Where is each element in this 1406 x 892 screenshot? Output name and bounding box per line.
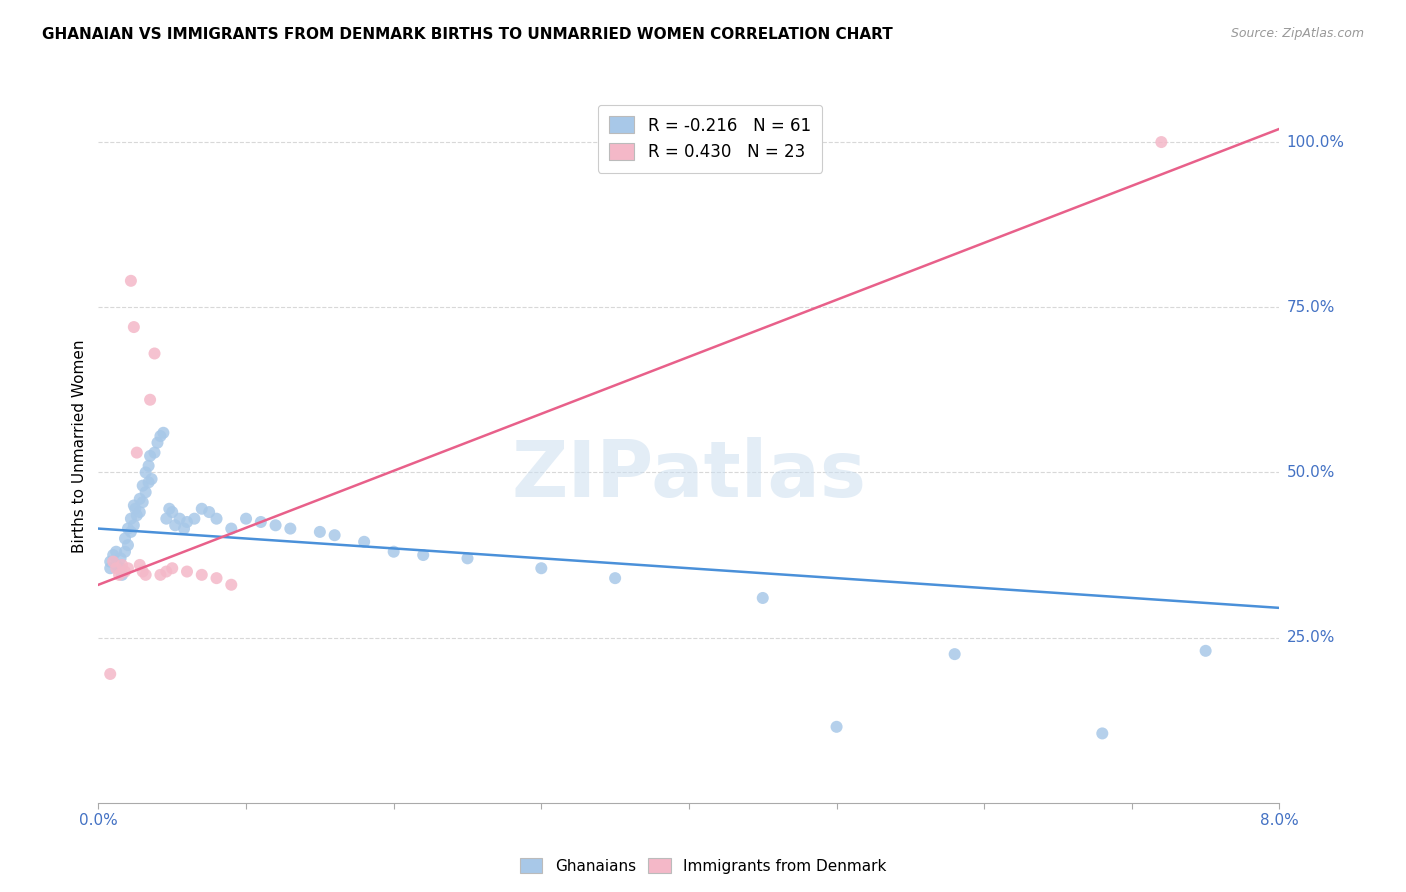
- Point: [132, 495, 155, 509]
- Point: [176, 565, 198, 579]
- Point: [114, 565, 136, 579]
- Point: [111, 567, 134, 582]
- Point: [98, 561, 121, 575]
- Point: [143, 346, 166, 360]
- Legend: Ghanaians, Immigrants from Denmark: Ghanaians, Immigrants from Denmark: [513, 852, 893, 880]
- Point: [139, 392, 162, 407]
- Point: [98, 555, 121, 569]
- Point: [105, 545, 128, 559]
- Point: [141, 472, 163, 486]
- Point: [323, 528, 346, 542]
- Point: [264, 518, 287, 533]
- Point: [250, 515, 273, 529]
- Point: [157, 501, 180, 516]
- Point: [114, 545, 136, 559]
- Point: [110, 551, 132, 566]
- Point: [135, 485, 157, 500]
- Text: 50.0%: 50.0%: [1286, 465, 1334, 480]
- Point: [219, 578, 242, 592]
- Point: [120, 274, 142, 288]
- Point: [105, 558, 128, 572]
- Point: [122, 518, 145, 533]
- Point: [117, 538, 139, 552]
- Point: [114, 532, 136, 546]
- Point: [191, 501, 214, 516]
- Text: ZIPatlas: ZIPatlas: [512, 436, 866, 513]
- Text: 100.0%: 100.0%: [1286, 135, 1344, 150]
- Point: [169, 511, 191, 525]
- Point: [103, 555, 124, 569]
- Text: 75.0%: 75.0%: [1286, 300, 1334, 315]
- Point: [105, 561, 128, 575]
- Point: [605, 571, 627, 585]
- Point: [155, 511, 177, 525]
- Point: [1150, 135, 1173, 149]
- Point: [173, 522, 195, 536]
- Point: [456, 551, 478, 566]
- Point: [111, 558, 134, 572]
- Point: [128, 491, 150, 506]
- Point: [132, 565, 155, 579]
- Point: [205, 571, 228, 585]
- Point: [135, 567, 157, 582]
- Point: [751, 591, 773, 605]
- Point: [176, 515, 198, 529]
- Point: [117, 522, 139, 536]
- Point: [117, 561, 139, 575]
- Point: [152, 425, 174, 440]
- Point: [825, 720, 848, 734]
- Y-axis label: Births to Unmarried Women: Births to Unmarried Women: [72, 339, 87, 553]
- Point: [382, 545, 405, 559]
- Point: [124, 501, 146, 516]
- Point: [139, 449, 162, 463]
- Point: [98, 667, 121, 681]
- Point: [183, 511, 205, 525]
- Point: [235, 511, 257, 525]
- Point: [1194, 644, 1216, 658]
- Point: [138, 475, 160, 490]
- Point: [308, 524, 332, 539]
- Point: [191, 567, 214, 582]
- Point: [412, 548, 434, 562]
- Point: [278, 522, 301, 536]
- Point: [146, 435, 169, 450]
- Point: [149, 567, 172, 582]
- Point: [165, 518, 187, 533]
- Point: [1091, 726, 1114, 740]
- Point: [120, 524, 142, 539]
- Point: [135, 466, 157, 480]
- Point: [128, 558, 150, 572]
- Point: [103, 548, 124, 562]
- Point: [120, 511, 142, 525]
- Point: [138, 458, 160, 473]
- Point: [162, 505, 183, 519]
- Point: [530, 561, 553, 575]
- Point: [155, 565, 177, 579]
- Point: [198, 505, 221, 519]
- Point: [110, 561, 132, 575]
- Point: [143, 445, 166, 459]
- Point: [122, 320, 145, 334]
- Text: 25.0%: 25.0%: [1286, 630, 1334, 645]
- Point: [162, 561, 183, 575]
- Point: [149, 429, 172, 443]
- Point: [122, 499, 145, 513]
- Point: [943, 647, 966, 661]
- Point: [132, 478, 155, 492]
- Point: [219, 522, 242, 536]
- Point: [125, 445, 148, 459]
- Text: GHANAIAN VS IMMIGRANTS FROM DENMARK BIRTHS TO UNMARRIED WOMEN CORRELATION CHART: GHANAIAN VS IMMIGRANTS FROM DENMARK BIRT…: [42, 27, 893, 42]
- Point: [125, 508, 148, 523]
- Point: [108, 567, 131, 582]
- Point: [353, 534, 375, 549]
- Point: [205, 511, 228, 525]
- Legend: R = -0.216   N = 61, R = 0.430   N = 23: R = -0.216 N = 61, R = 0.430 N = 23: [598, 104, 823, 173]
- Point: [128, 505, 150, 519]
- Text: Source: ZipAtlas.com: Source: ZipAtlas.com: [1230, 27, 1364, 40]
